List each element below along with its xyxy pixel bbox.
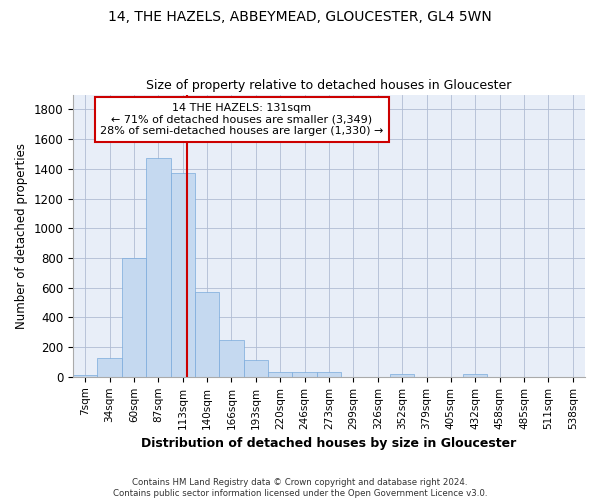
Bar <box>195 292 220 377</box>
Bar <box>73 376 97 377</box>
Bar <box>463 374 487 377</box>
Y-axis label: Number of detached properties: Number of detached properties <box>15 142 28 328</box>
Bar <box>390 374 415 377</box>
Bar <box>244 360 268 377</box>
Bar <box>146 158 170 377</box>
Bar <box>97 358 122 377</box>
Bar <box>268 372 292 377</box>
Bar <box>220 340 244 377</box>
Text: 14 THE HAZELS: 131sqm
← 71% of detached houses are smaller (3,349)
28% of semi-d: 14 THE HAZELS: 131sqm ← 71% of detached … <box>100 103 383 136</box>
Bar <box>170 174 195 377</box>
Title: Size of property relative to detached houses in Gloucester: Size of property relative to detached ho… <box>146 79 512 92</box>
Bar <box>122 258 146 377</box>
Text: Contains HM Land Registry data © Crown copyright and database right 2024.
Contai: Contains HM Land Registry data © Crown c… <box>113 478 487 498</box>
Bar <box>317 372 341 377</box>
X-axis label: Distribution of detached houses by size in Gloucester: Distribution of detached houses by size … <box>142 437 517 450</box>
Text: 14, THE HAZELS, ABBEYMEAD, GLOUCESTER, GL4 5WN: 14, THE HAZELS, ABBEYMEAD, GLOUCESTER, G… <box>108 10 492 24</box>
Bar <box>292 372 317 377</box>
